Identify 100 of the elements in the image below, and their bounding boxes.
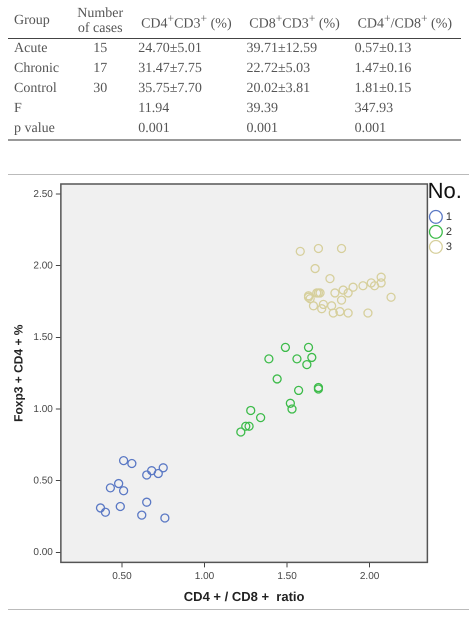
x-tick-label: 2.00	[360, 571, 380, 582]
point	[137, 510, 146, 520]
point	[286, 398, 295, 408]
point	[236, 427, 246, 437]
point	[330, 288, 340, 298]
text: 17	[93, 61, 108, 76]
point	[336, 244, 346, 254]
point	[312, 288, 322, 298]
point	[127, 458, 137, 468]
point	[246, 406, 256, 416]
point	[343, 288, 353, 298]
y-tick-label: 0.00	[33, 547, 54, 558]
point	[154, 468, 163, 478]
legend-label: 3	[446, 240, 452, 253]
point	[280, 342, 290, 352]
point	[366, 278, 376, 288]
y-tick-label: 0.50	[33, 475, 54, 486]
text: 0.001	[354, 121, 386, 136]
point	[294, 386, 304, 396]
point	[336, 295, 346, 305]
point	[370, 281, 380, 290]
point	[328, 308, 338, 318]
y-tick-label: 2.50	[33, 188, 54, 200]
point	[310, 264, 320, 274]
text: Group	[13, 12, 51, 30]
point	[306, 294, 315, 304]
text: 0.001	[138, 121, 170, 136]
point	[256, 412, 266, 422]
point	[317, 304, 326, 314]
y-tick-label: 1.00	[33, 404, 54, 415]
text: 0.57±0.13	[354, 41, 412, 56]
point	[287, 404, 297, 414]
point	[348, 282, 358, 292]
text: 39.71±12.59	[246, 41, 318, 56]
point	[358, 281, 368, 290]
category-label: Acute	[14, 41, 48, 56]
point	[158, 463, 168, 472]
y-axis-title: Foxp3 + CD4 + %	[12, 324, 26, 422]
point	[296, 246, 305, 256]
text: 22.72±5.03	[246, 61, 310, 76]
text: 1.47±0.16	[354, 61, 412, 76]
y-tick-label: 1.50	[33, 332, 54, 344]
x-tick-label: 1.50	[277, 571, 298, 582]
point	[335, 306, 345, 316]
point	[96, 503, 106, 513]
text: 31.47±7.75	[138, 61, 202, 76]
point	[302, 360, 312, 370]
category-label: Chronic	[14, 61, 60, 76]
category-label: F	[14, 101, 22, 116]
point	[160, 513, 170, 523]
legend-label: 1	[446, 210, 452, 223]
point	[147, 466, 156, 476]
category-label: CD4$^{+}$/CD8$^{+}$ (%)	[356, 10, 454, 34]
point	[118, 486, 128, 496]
point	[292, 354, 302, 364]
point	[100, 508, 110, 517]
legend-title: No.	[428, 178, 462, 204]
point	[244, 422, 254, 431]
text: 39.39	[246, 101, 278, 116]
point	[338, 285, 348, 295]
text: 35.75±7.70	[138, 81, 202, 96]
text: 347.93	[354, 101, 394, 116]
point	[272, 374, 282, 384]
text: 15	[93, 41, 108, 56]
text: 0.001	[246, 121, 278, 136]
text: 11.94	[138, 101, 170, 116]
text: 24.70±5.01	[138, 41, 202, 56]
point	[343, 308, 353, 318]
point	[318, 300, 328, 310]
x-tick-label: 1.00	[194, 571, 215, 582]
point	[114, 478, 124, 488]
x-tick-label: 0.50	[112, 571, 132, 582]
point	[304, 342, 314, 352]
point	[376, 272, 386, 282]
category-label: p value	[14, 121, 55, 136]
y-tick-label: 2.00	[33, 260, 54, 272]
point	[325, 274, 335, 284]
category-label: Control	[14, 81, 57, 96]
legend-label: 2	[446, 226, 452, 238]
point	[106, 483, 116, 493]
category-label: CD8$^{+}$CD3$^{+}$ (%)	[248, 10, 341, 34]
point	[314, 244, 324, 254]
point	[307, 352, 316, 362]
point	[376, 278, 386, 288]
point	[363, 308, 373, 318]
point	[118, 456, 128, 466]
text: 1.81±0.15	[354, 81, 412, 96]
point	[142, 470, 152, 480]
text: 20.02±3.81	[246, 81, 310, 96]
point	[386, 292, 396, 302]
point	[142, 498, 152, 507]
point	[326, 301, 336, 310]
point	[308, 301, 318, 310]
text: 30	[93, 81, 108, 96]
x-axis-title: CD4 + / CD8 + ratio	[184, 588, 305, 604]
point	[264, 354, 274, 364]
point	[241, 422, 250, 431]
category-label: Number of cases	[76, 5, 124, 38]
point	[116, 502, 125, 512]
category-label: CD4$^{+}$CD3$^{+}$ (%)	[140, 10, 233, 34]
